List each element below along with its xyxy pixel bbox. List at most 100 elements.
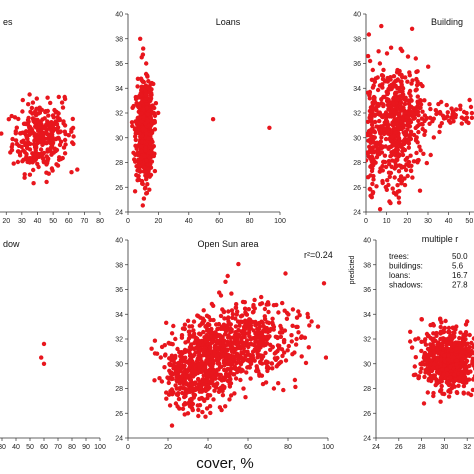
data-point [471,336,474,341]
data-point [27,92,32,97]
data-point [166,380,171,386]
data-point [139,155,144,161]
data-point [227,353,232,359]
data-point [18,131,23,136]
data-point [244,312,250,317]
data-point [401,125,406,130]
data-point [167,356,172,361]
data-point [446,347,452,352]
data-point [237,323,242,328]
data-point [366,32,372,37]
data-point [133,137,138,143]
data-point [31,167,36,173]
data-point [137,131,142,136]
y-axis-label: predicted [349,255,356,284]
data-point [371,83,376,88]
y-tick-label: 32 [115,111,123,118]
data-point [247,333,252,339]
data-point [196,413,201,419]
data-point [469,110,474,116]
data-point [254,368,259,374]
data-point [39,355,44,360]
data-point [147,132,153,137]
data-point [263,350,268,356]
data-point [442,353,447,358]
data-point [16,143,22,148]
data-point [265,360,270,365]
data-point [174,378,179,383]
data-point [406,163,412,169]
data-point [423,342,429,347]
data-point [45,95,50,100]
data-point [274,364,279,369]
data-point [222,316,227,321]
data-point [216,389,222,394]
data-point [207,404,213,409]
data-point [369,129,374,134]
data-point [454,362,459,367]
data-point [152,105,157,111]
data-point [371,140,376,145]
data-point [431,116,436,121]
data-point [413,337,418,342]
data-point [183,359,188,364]
data-point [260,320,265,325]
data-point [467,352,472,357]
data-point [38,147,44,152]
data-point [183,340,188,345]
data-point [229,308,235,313]
data-point [228,341,233,347]
data-point [416,129,421,135]
data-point [286,343,291,349]
data-point [377,118,382,124]
data-point [454,390,459,395]
data-point [232,337,237,342]
data-point [262,306,268,312]
data-point [70,125,76,131]
data-point [193,381,198,387]
data-point [211,397,216,402]
data-point [45,160,50,166]
data-point [242,349,247,354]
data-point [165,375,170,380]
data-point [397,89,402,94]
data-point [283,271,288,276]
data-point [392,175,397,180]
data-point [402,182,408,188]
data-point [31,181,36,186]
data-point [411,159,417,164]
data-point [210,117,216,122]
data-point [170,372,176,377]
data-point [431,354,437,359]
data-point [396,136,402,141]
data-point [421,355,427,360]
data-point [264,365,270,371]
data-point [13,138,19,143]
data-point [467,97,472,103]
data-point [251,328,256,333]
data-point [402,147,408,153]
data-point [386,103,391,108]
coefficient-value: 50.0 [452,252,468,261]
data-point [241,340,247,346]
data-point [41,361,47,366]
data-point [387,199,392,204]
data-point [399,181,404,186]
data-point [197,389,202,394]
data-point [214,381,220,387]
y-tick-label: 26 [353,185,361,192]
data-point [428,115,433,121]
panel-title: es [3,17,13,27]
data-point [428,373,434,379]
data-point [199,338,204,344]
data-point [303,360,309,366]
data-point [397,94,402,99]
data-point [257,371,262,377]
data-point [387,174,392,179]
data-point [239,368,244,373]
data-point [434,330,439,336]
data-point [182,322,188,327]
data-point [448,375,453,380]
data-point [396,195,401,200]
x-tick-label: 90 [82,444,90,451]
